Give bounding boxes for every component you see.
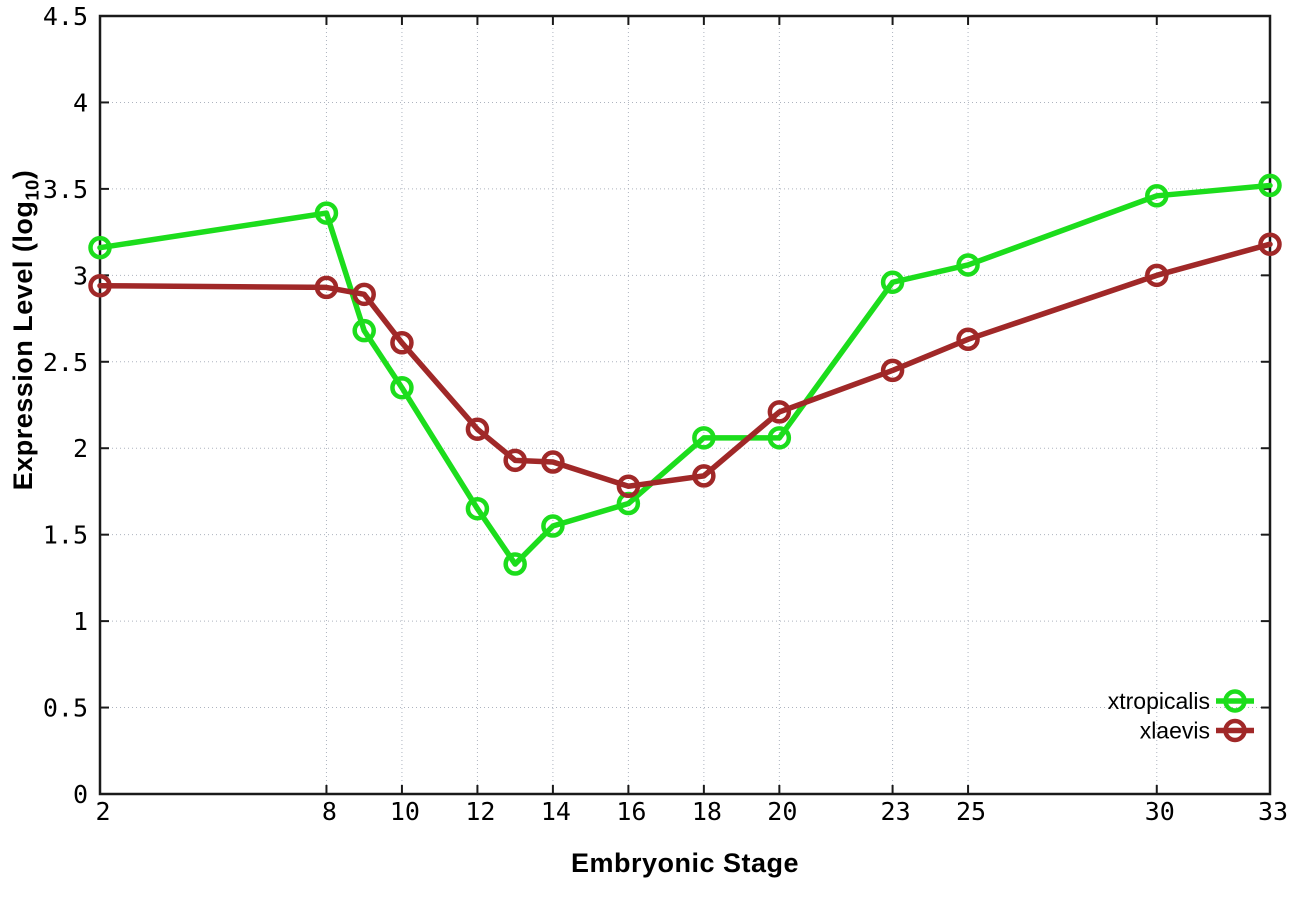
- x-tick-label-23: 23: [881, 797, 911, 826]
- x-tick-label-8: 8: [322, 797, 337, 826]
- marker-xlaevis-23: [880, 358, 905, 383]
- marker-xtropicalis-9: [352, 318, 376, 343]
- marker-xlaevis-10: [390, 331, 414, 355]
- y-tick-label-0.5: 0.5: [43, 694, 88, 723]
- x-tick-label-30: 30: [1145, 797, 1175, 826]
- x-tick-label-18: 18: [692, 797, 722, 826]
- x-tick-label-10: 10: [390, 797, 420, 826]
- y-axis-title: Expression Level (log10): [8, 30, 48, 630]
- marker-xlaevis-14: [541, 450, 565, 474]
- y-tick-label-3: 3: [73, 261, 88, 290]
- y-tick-label-2.5: 2.5: [43, 348, 88, 377]
- x-tick-label-20: 20: [767, 797, 797, 826]
- x-tick-label-2: 2: [95, 797, 110, 826]
- marker-xlaevis-8: [314, 275, 339, 300]
- series-line-xtropicalis: [97, 182, 1273, 567]
- y-axis-title-suffix: ): [8, 169, 38, 180]
- marker-xlaevis-9: [352, 282, 376, 307]
- y-tick-label-1: 1: [73, 607, 88, 636]
- x-axis-title: Embryonic Stage: [570, 848, 800, 878]
- x-tick-label-16: 16: [616, 797, 646, 826]
- marker-xtropicalis-30: [1145, 184, 1169, 208]
- marker-xlaevis-12: [465, 417, 490, 441]
- x-tick-label-33: 33: [1258, 797, 1288, 826]
- y-tick-label-4.5: 4.5: [43, 2, 88, 31]
- legend-marker-xlaevis: [1223, 718, 1247, 743]
- y-tick-label-1.5: 1.5: [43, 521, 88, 550]
- marker-xtropicalis-2: [88, 235, 112, 260]
- marker-xlaevis-2: [88, 273, 112, 298]
- plot-border: [98, 14, 1272, 796]
- marker-xtropicalis-10: [390, 375, 414, 400]
- y-tick-label-0: 0: [73, 780, 88, 809]
- y-tick-label-3.5: 3.5: [43, 175, 88, 204]
- marker-xtropicalis-12: [465, 496, 490, 521]
- y-tick-label-4: 4: [73, 88, 88, 117]
- y-tick-label-2: 2: [73, 434, 88, 463]
- marker-xlaevis-33: [1258, 232, 1282, 256]
- legend-label-xlaevis: xlaevis: [1140, 718, 1210, 744]
- marker-xlaevis-30: [1145, 263, 1169, 288]
- legend-label-xtropicalis: xtropicalis: [1108, 688, 1210, 714]
- marker-xlaevis-18: [692, 464, 716, 488]
- marker-xlaevis-13: [503, 448, 527, 473]
- series-line-xlaevis: [97, 241, 1273, 490]
- x-tick-label-14: 14: [541, 797, 571, 826]
- legend-marker-xtropicalis: [1223, 689, 1247, 713]
- y-axis-title-subscript: 10: [21, 179, 43, 201]
- marker-xtropicalis-25: [956, 253, 980, 277]
- marker-xtropicalis-23: [880, 270, 905, 294]
- marker-xtropicalis-20: [767, 426, 792, 450]
- marker-xtropicalis-13: [503, 552, 527, 576]
- marker-xlaevis-16: [616, 474, 641, 499]
- y-axis-title-text: Expression Level (log: [8, 200, 38, 491]
- x-tick-label-25: 25: [956, 797, 986, 826]
- marker-xtropicalis-8: [314, 201, 339, 225]
- marker-xtropicalis-18: [692, 426, 716, 450]
- marker-xtropicalis-33: [1258, 173, 1282, 198]
- marker-xlaevis-20: [767, 400, 792, 424]
- marker-xlaevis-25: [956, 327, 980, 352]
- marker-xtropicalis-14: [541, 514, 565, 538]
- x-tick-label-12: 12: [465, 797, 495, 826]
